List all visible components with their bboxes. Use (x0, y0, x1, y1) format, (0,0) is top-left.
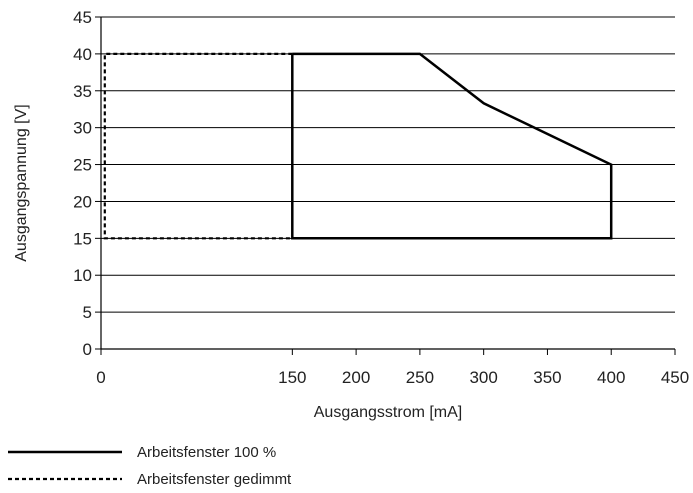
series-line-full (291, 52, 613, 240)
x-tick-labels: 0 150 200 250 300 350 400 450 (96, 368, 689, 387)
x-tick-label: 200 (342, 368, 370, 387)
x-tick-label: 350 (533, 368, 561, 387)
x-tick-label: 150 (278, 368, 306, 387)
y-tick-label: 30 (73, 119, 92, 138)
y-tick-label: 35 (73, 82, 92, 101)
x-tick-label: 0 (96, 368, 105, 387)
x-tick-label: 450 (661, 368, 689, 387)
y-tick-label: 20 (73, 192, 92, 211)
legend: Arbeitsfenster 100 % Arbeitsfenster gedi… (8, 444, 292, 488)
legend-label-solid: Arbeitsfenster 100 % (137, 444, 276, 461)
series-line-dimmed (103, 52, 293, 240)
y-tick-label: 15 (73, 229, 92, 248)
x-tick-label: 400 (597, 368, 625, 387)
x-tick-label: 250 (406, 368, 434, 387)
gridlines (95, 16, 675, 350)
series-lines (103, 52, 613, 240)
y-tick-label: 45 (73, 8, 92, 27)
x-tick-label: 300 (469, 368, 497, 387)
x-axis-title: Ausgangsstrom [mA] (314, 404, 463, 421)
y-tick-label: 10 (73, 266, 92, 285)
y-tick-label: 5 (83, 303, 92, 322)
y-axis-title: Ausgangspannung [V] (13, 104, 30, 261)
y-tick-label: 40 (73, 45, 92, 64)
y-tick-label: 25 (73, 156, 92, 175)
y-tick-label: 0 (83, 340, 92, 359)
y-tick-labels: 0 5 10 15 20 25 30 35 40 45 (73, 8, 92, 359)
legend-label-dashed: Arbeitsfenster gedimmt (137, 471, 292, 488)
axes (100, 17, 676, 355)
